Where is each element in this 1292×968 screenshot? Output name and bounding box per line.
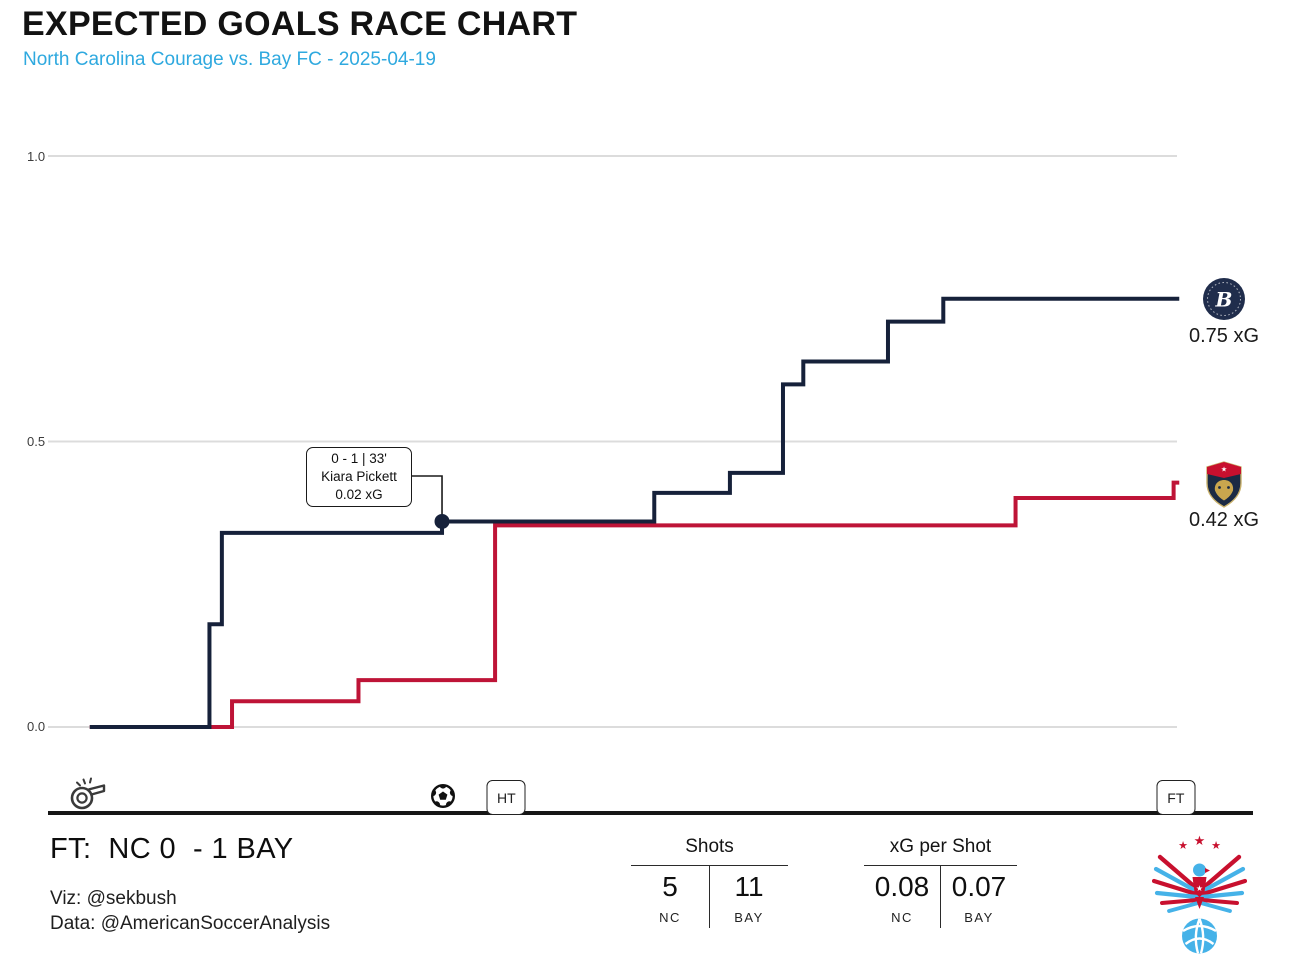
xg-per-shot-home-value: 0.08 (874, 871, 930, 902)
xg-per-shot-panel: xG per Shot 0.08 NC 0.07 BAY (864, 836, 1017, 928)
timeline-axis (48, 811, 1253, 815)
goal-annotation-score-minute: 0 - 1 | 33' (331, 451, 387, 467)
american-soccer-analysis-logo: ★ ★ ★ ★ (1151, 832, 1248, 965)
shots-away-value: 11 (734, 871, 764, 902)
goal-annotation-scorer: Kiara Pickett (321, 469, 397, 485)
shots-away-cell: 11 BAY (710, 866, 788, 928)
svg-text:★: ★ (1211, 840, 1221, 852)
shots-home-cell: 5 NC (631, 866, 710, 928)
goal-annotation: 0 - 1 | 33' Kiara Pickett 0.02 xG (306, 447, 412, 507)
nc-courage-logo: ★ (1204, 460, 1244, 513)
shots-home-value: 5 (662, 871, 678, 902)
y-tick-1.0: 1.0 (27, 149, 46, 164)
xg-per-shot-home-label: NC (891, 910, 913, 925)
svg-text:B: B (1215, 287, 1233, 311)
svg-text:★: ★ (1194, 833, 1206, 848)
svg-text:★: ★ (1178, 840, 1188, 852)
full-time-marker: FT (1156, 780, 1196, 815)
bay-fc-final-xg: 0.75 xG (1188, 324, 1260, 347)
viz-credit: Viz: @sekbush (50, 888, 177, 909)
half-time-marker: HT (486, 780, 526, 815)
shots-title: Shots (631, 836, 788, 866)
xg-per-shot-away-label: BAY (964, 910, 994, 925)
kickoff-whistle-icon (67, 770, 109, 819)
match-subtitle: North Carolina Courage vs. Bay FC - 2025… (23, 49, 436, 70)
bay-fc-logo: B (1202, 277, 1246, 326)
xg-per-shot-title: xG per Shot (864, 836, 1017, 866)
xg-per-shot-home-cell: 0.08 NC (864, 866, 941, 928)
xg-per-shot-away-value: 0.07 (951, 871, 1007, 902)
xg-per-shot-away-cell: 0.07 BAY (941, 866, 1017, 928)
y-tick-0.0: 0.0 (27, 719, 46, 734)
svg-text:★: ★ (1221, 465, 1227, 473)
nc-courage-final-xg: 0.42 xG (1188, 508, 1260, 531)
goal-annotation-xg: 0.02 xG (335, 486, 383, 502)
goal-soccer-ball-icon (430, 783, 456, 814)
data-credit: Data: @AmericanSoccerAnalysis (50, 913, 331, 934)
page-title: EXPECTED GOALS RACE CHART (22, 5, 578, 43)
shots-panel: Shots 5 NC 11 BAY (631, 836, 788, 928)
y-tick-0.5: 0.5 (27, 434, 46, 449)
final-score: FT: NC 0 - 1 BAY (50, 833, 294, 865)
svg-text:★: ★ (1196, 884, 1203, 893)
shots-away-label: BAY (734, 910, 764, 925)
shots-home-label: NC (659, 910, 681, 925)
